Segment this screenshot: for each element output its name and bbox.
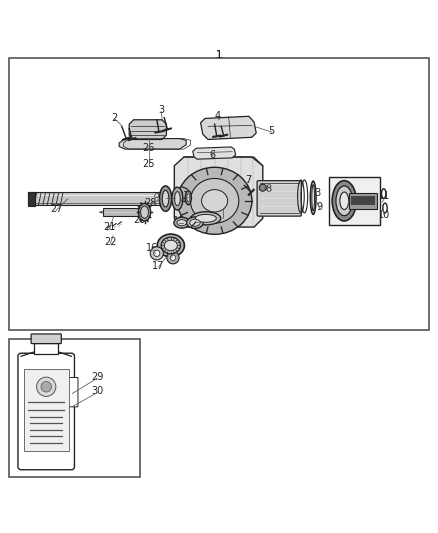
Bar <box>9 339 140 477</box>
Ellipse shape <box>157 234 184 257</box>
Bar <box>349 193 377 209</box>
Polygon shape <box>99 211 102 214</box>
Text: 7: 7 <box>245 175 251 185</box>
Text: 8: 8 <box>265 184 271 195</box>
Text: 2: 2 <box>112 112 118 123</box>
Text: 15: 15 <box>166 249 178 260</box>
Circle shape <box>154 251 160 256</box>
Ellipse shape <box>185 191 191 205</box>
Text: 9: 9 <box>317 203 323 212</box>
Ellipse shape <box>174 217 190 228</box>
Text: 29: 29 <box>91 372 103 382</box>
FancyBboxPatch shape <box>257 181 301 216</box>
Text: 17: 17 <box>152 261 165 271</box>
Text: 24: 24 <box>159 191 172 201</box>
Text: 13: 13 <box>310 188 322 198</box>
Polygon shape <box>129 120 166 140</box>
Ellipse shape <box>187 217 203 229</box>
Ellipse shape <box>177 167 252 235</box>
Circle shape <box>170 255 176 260</box>
Bar <box>28 191 35 206</box>
Text: 16: 16 <box>146 243 159 253</box>
Text: 3: 3 <box>158 105 164 115</box>
Text: 11: 11 <box>378 191 391 201</box>
Ellipse shape <box>161 237 180 254</box>
Ellipse shape <box>381 189 386 198</box>
Bar <box>103 208 140 216</box>
Ellipse shape <box>172 187 183 210</box>
Ellipse shape <box>310 181 316 214</box>
Text: 19: 19 <box>173 216 185 227</box>
Ellipse shape <box>312 184 314 211</box>
Ellipse shape <box>177 220 187 226</box>
Ellipse shape <box>174 191 180 206</box>
Text: 10: 10 <box>378 210 391 220</box>
Circle shape <box>150 247 163 260</box>
Ellipse shape <box>162 190 169 207</box>
Text: 27: 27 <box>50 204 62 214</box>
Ellipse shape <box>201 190 228 212</box>
Ellipse shape <box>159 186 172 211</box>
Text: 1: 1 <box>216 51 222 60</box>
Bar <box>34 343 58 354</box>
Ellipse shape <box>191 179 239 223</box>
Ellipse shape <box>332 181 357 221</box>
Text: 4: 4 <box>215 111 221 122</box>
Text: O: O <box>181 198 186 203</box>
Text: 23: 23 <box>177 191 189 201</box>
FancyBboxPatch shape <box>18 353 74 470</box>
Ellipse shape <box>164 240 177 251</box>
Circle shape <box>167 252 179 264</box>
Text: 30: 30 <box>91 386 103 397</box>
Ellipse shape <box>190 219 200 226</box>
Polygon shape <box>119 139 186 149</box>
FancyBboxPatch shape <box>31 334 61 344</box>
Circle shape <box>41 382 52 392</box>
Polygon shape <box>174 157 263 227</box>
Text: 1: 1 <box>215 51 223 60</box>
Bar <box>9 59 429 330</box>
Text: 5: 5 <box>268 126 275 136</box>
Text: 22: 22 <box>104 237 117 247</box>
Bar <box>24 368 69 451</box>
Text: 26: 26 <box>143 143 155 154</box>
Ellipse shape <box>195 214 216 222</box>
Text: 12: 12 <box>342 192 354 203</box>
Text: 20: 20 <box>133 215 145 224</box>
Ellipse shape <box>138 204 151 221</box>
Ellipse shape <box>141 206 148 219</box>
Ellipse shape <box>336 186 353 216</box>
Ellipse shape <box>383 203 387 213</box>
Text: 25: 25 <box>143 159 155 169</box>
Text: 18: 18 <box>189 215 201 225</box>
Polygon shape <box>193 147 236 159</box>
Ellipse shape <box>340 192 349 209</box>
Circle shape <box>37 377 56 397</box>
Bar <box>28 192 169 205</box>
Polygon shape <box>201 116 256 140</box>
Bar <box>351 197 375 205</box>
Text: O: O <box>154 193 159 199</box>
Ellipse shape <box>187 194 190 201</box>
FancyBboxPatch shape <box>68 377 78 407</box>
Text: 14: 14 <box>217 201 230 212</box>
Bar <box>328 177 380 225</box>
Text: 28: 28 <box>144 198 156 207</box>
Text: 21: 21 <box>103 222 116 232</box>
Ellipse shape <box>191 212 221 225</box>
Circle shape <box>259 184 266 191</box>
Text: 6: 6 <box>209 150 215 160</box>
